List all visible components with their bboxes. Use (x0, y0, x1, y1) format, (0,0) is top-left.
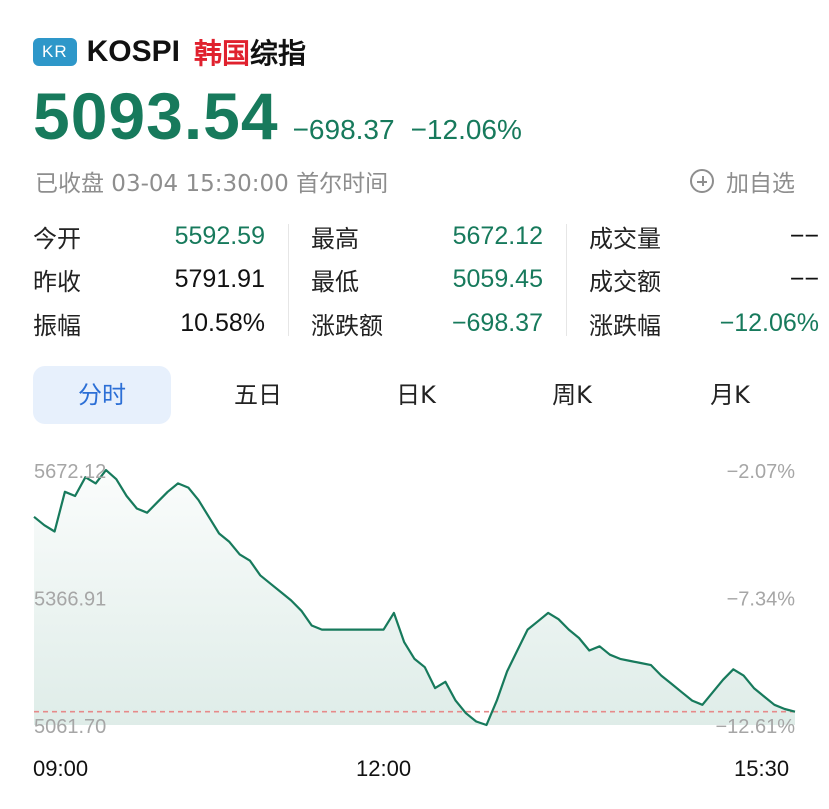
stat-change-amount: 涨跌额 −698.37 (311, 301, 543, 345)
stat-open: 今开 5592.59 (33, 214, 265, 258)
stat-low: 最低 5059.45 (311, 257, 543, 301)
market-badge: KR (33, 38, 77, 66)
add-to-watchlist-button[interactable]: 加自选 (690, 164, 795, 198)
price-change: −698.37 (292, 114, 395, 145)
stats-column-2: 最高 5672.12 最低 5059.45 涨跌额 −698.37 (311, 214, 543, 344)
stat-amplitude: 振幅 10.58% (33, 301, 265, 345)
watchlist-label: 加自选 (726, 171, 795, 197)
stat-prev-close: 昨收 5791.91 (33, 257, 265, 301)
stat-change-percent: 涨跌幅 −12.06% (589, 301, 819, 345)
stat-value: 5672.12 (452, 221, 543, 250)
tab-weekly-k[interactable]: 周K (552, 381, 592, 409)
stat-turnover: 成交额 −− (589, 257, 819, 301)
price-row: 5093.54 −698.37 −12.06% (33, 78, 522, 154)
stat-value: 5059.45 (452, 264, 543, 293)
y-tick-label-right: −7.34% (727, 589, 796, 611)
quote-header: KR KOSPI 韩国综指 (33, 30, 306, 74)
stat-label: 成交额 (589, 267, 661, 296)
last-price: 5093.54 (33, 79, 279, 153)
stat-value: −− (789, 264, 819, 293)
stat-label: 今开 (33, 224, 81, 253)
stat-volume: 成交量 −− (589, 214, 819, 258)
chart-period-tabs: 分时 五日 日K 周K 月K (33, 366, 795, 424)
price-line (33, 469, 796, 727)
x-tick-label: 15:30 (734, 756, 790, 781)
stat-label: 最高 (311, 224, 359, 253)
x-tick-label: 09:00 (33, 756, 89, 781)
index-name-highlight: 韩国 (193, 37, 250, 70)
stat-value: −12.06% (719, 308, 819, 337)
divider (566, 224, 567, 336)
price-area-fill (34, 470, 795, 725)
stats-column-1: 今开 5592.59 昨收 5791.91 振幅 10.58% (33, 214, 265, 344)
index-name-rest: 综指 (250, 37, 307, 70)
stat-label: 成交量 (589, 224, 661, 253)
tab-intraday[interactable]: 分时 (33, 366, 171, 424)
stat-value: −− (789, 221, 819, 250)
stat-value: −698.37 (451, 308, 543, 337)
stat-label: 涨跌幅 (589, 311, 661, 340)
market-status: 已收盘 03-04 15:30:00 首尔时间 (35, 171, 389, 197)
intraday-chart[interactable]: 5672.12 5366.91 5061.70 −2.07% −7.34% −12.61… (0, 440, 829, 740)
stat-value: 5592.59 (174, 221, 265, 250)
price-change-percent: −12.06% (410, 114, 522, 145)
y-tick-label-right: −2.07% (727, 461, 796, 483)
stat-label: 涨跌额 (311, 311, 383, 340)
stats-panel: 今开 5592.59 昨收 5791.91 振幅 10.58% 最高 5672.… (33, 214, 819, 344)
tab-monthly-k[interactable]: 月K (710, 381, 750, 409)
y-tick-label-left: 5672.12 (34, 461, 106, 483)
tab-five-day[interactable]: 五日 (234, 381, 282, 409)
stat-label: 昨收 (33, 267, 81, 296)
divider (288, 224, 289, 336)
stat-label: 振幅 (33, 311, 81, 340)
y-tick-label-right: −12.61% (715, 716, 795, 738)
stat-label: 最低 (311, 267, 359, 296)
index-name: 韩国综指 (194, 32, 306, 72)
index-symbol: KOSPI (86, 35, 180, 68)
stat-value: 5791.91 (174, 264, 265, 293)
stat-high: 最高 5672.12 (311, 214, 543, 258)
stat-value: 10.58% (180, 308, 265, 337)
y-tick-label-left: 5366.91 (34, 589, 106, 611)
tab-daily-k[interactable]: 日K (396, 381, 436, 409)
y-tick-label-left: 5061.70 (34, 716, 106, 738)
x-tick-label: 12:00 (356, 756, 412, 781)
plus-circle-icon (690, 169, 714, 193)
stats-column-3: 成交量 −− 成交额 −− 涨跌幅 −12.06% (589, 214, 819, 344)
